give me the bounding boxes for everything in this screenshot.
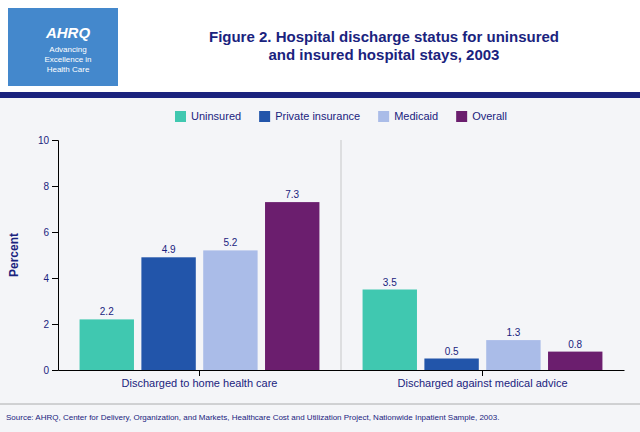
logo-subtext-line: Health Care <box>47 65 90 74</box>
y-tick-mark <box>52 140 58 141</box>
y-tick: 10 <box>38 135 58 146</box>
chart-title-line: and insured hospital stays, 2003 <box>269 46 500 63</box>
x-tick-mark <box>482 370 483 376</box>
y-tick: 8 <box>43 181 58 192</box>
data-label: 3.5 <box>383 277 397 288</box>
data-label: 5.2 <box>223 237 237 248</box>
legend-item: Overall <box>456 110 507 122</box>
legend-label: Medicaid <box>394 110 438 122</box>
y-tick-label: 0 <box>43 365 49 376</box>
y-tick-label: 2 <box>43 319 49 330</box>
y-tick-label: 6 <box>43 227 49 238</box>
legend-label: Private insurance <box>275 110 360 122</box>
data-labels: 2.2 3.5 4.9 0.5 5.2 1.3 7.3 0.8 <box>100 189 583 356</box>
data-label: 0.8 <box>568 339 582 350</box>
y-tick-mark <box>52 370 58 371</box>
y-tick-mark <box>52 232 58 233</box>
legend: Uninsured Private insurance Medicaid Overal… <box>175 110 507 122</box>
logo-subtext-line: Advancing <box>49 45 86 54</box>
data-label: 1.3 <box>506 327 520 338</box>
legend-swatch <box>175 111 186 122</box>
y-tick: 4 <box>43 273 58 284</box>
data-label: 7.3 <box>285 189 299 200</box>
x-tick: Discharged to home health care <box>122 370 278 389</box>
bar <box>141 257 195 370</box>
y-tick-mark <box>52 324 58 325</box>
legend-label: Uninsured <box>191 110 241 122</box>
source-note: Source: AHRQ, Center for Delivery, Organ… <box>6 413 499 422</box>
data-label: 4.9 <box>162 244 176 255</box>
legend-label: Overall <box>472 110 507 122</box>
chart: AHRQ AdvancingExcellence inHealth Care Fig… <box>0 0 640 432</box>
bar <box>424 359 478 371</box>
y-tick-label: 4 <box>43 273 49 284</box>
axis-domain <box>52 141 59 371</box>
x-tick-label: Discharged against medical advice <box>398 377 568 389</box>
legend-item: Medicaid <box>378 110 438 122</box>
legend-item: Uninsured <box>175 110 241 122</box>
x-tick: Discharged against medical advice <box>398 370 568 389</box>
y-tick: 6 <box>43 227 58 238</box>
logo-subtext: AdvancingExcellence inHealth Care <box>44 45 91 74</box>
header-rule <box>0 92 640 98</box>
y-tick-label: 8 <box>43 181 49 192</box>
group-divider <box>341 140 342 370</box>
legend-swatch <box>378 111 389 122</box>
chart-title-line: Figure 2. Hospital discharge status for … <box>209 28 559 45</box>
legend-swatch <box>456 111 467 122</box>
y-axis: 0 2 4 6 8 10 <box>38 135 59 376</box>
y-axis-title: Percent <box>7 233 21 277</box>
bar <box>265 202 319 370</box>
footer-rule <box>0 404 640 405</box>
x-axis: Discharged to home health care Discharged… <box>59 370 625 389</box>
logo-box <box>8 8 118 86</box>
y-tick-mark <box>52 278 58 279</box>
data-label: 2.2 <box>100 306 114 317</box>
bar <box>203 250 257 370</box>
logo-subtext-line: Excellence in <box>44 55 91 64</box>
header-background <box>0 0 640 92</box>
x-tick-mark <box>199 370 200 376</box>
data-label: 0.5 <box>445 346 459 357</box>
logo-text: AHRQ <box>45 24 90 41</box>
legend-swatch <box>259 111 270 122</box>
y-tick: 0 <box>43 365 58 376</box>
bar <box>548 352 602 370</box>
bar <box>363 290 417 371</box>
bar <box>486 340 540 370</box>
x-tick-label: Discharged to home health care <box>122 377 278 389</box>
y-tick-mark <box>52 186 58 187</box>
y-tick-label: 10 <box>38 135 50 146</box>
axis-domain <box>59 370 625 371</box>
chart-title: Figure 2. Hospital discharge status for … <box>209 28 559 63</box>
bar <box>80 319 134 370</box>
legend-item: Private insurance <box>259 110 360 122</box>
y-tick: 2 <box>43 319 58 330</box>
